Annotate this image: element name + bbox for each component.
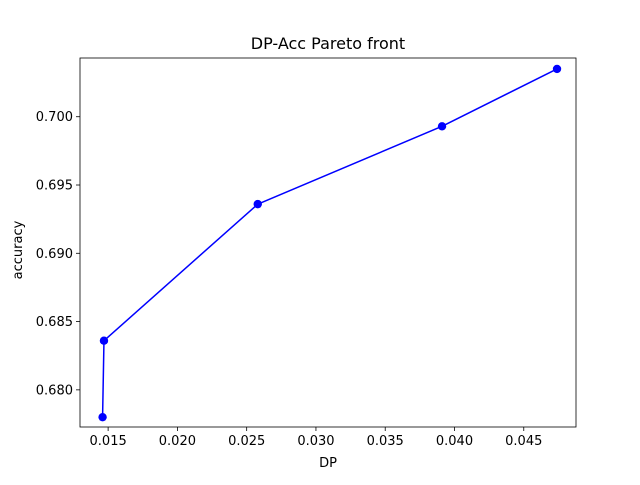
x-tick-label: 0.020 xyxy=(159,434,196,449)
data-point xyxy=(552,64,562,74)
x-axis-label: DP xyxy=(319,456,337,471)
y-axis-label: accuracy xyxy=(11,220,26,279)
plot-area xyxy=(98,64,562,422)
chart-title: DP-Acc Pareto front xyxy=(251,34,405,53)
y-tick-label: 0.685 xyxy=(36,315,73,330)
x-tick-label: 0.045 xyxy=(505,434,542,449)
y-tick-label: 0.695 xyxy=(36,179,73,194)
x-tick-label: 0.025 xyxy=(228,434,265,449)
y-tick-label: 0.680 xyxy=(36,383,73,398)
x-tick-label: 0.035 xyxy=(367,434,404,449)
y-tick-label: 0.700 xyxy=(36,110,73,125)
axes-frame xyxy=(79,57,577,428)
data-point xyxy=(253,199,262,209)
x-tick-label: 0.030 xyxy=(297,434,334,449)
x-tick-label: 0.015 xyxy=(90,434,127,449)
data-point xyxy=(99,336,109,345)
x-tick-label: 0.040 xyxy=(436,434,473,449)
y-tick-label: 0.690 xyxy=(36,247,73,262)
data-point xyxy=(437,122,447,131)
data-point xyxy=(98,412,107,422)
axes: 0.015 0.020 0.025 0.030 0.035 0.040 0.045 0.680… xyxy=(36,57,577,449)
